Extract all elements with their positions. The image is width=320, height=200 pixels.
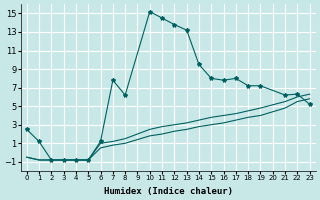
X-axis label: Humidex (Indice chaleur): Humidex (Indice chaleur): [104, 187, 233, 196]
